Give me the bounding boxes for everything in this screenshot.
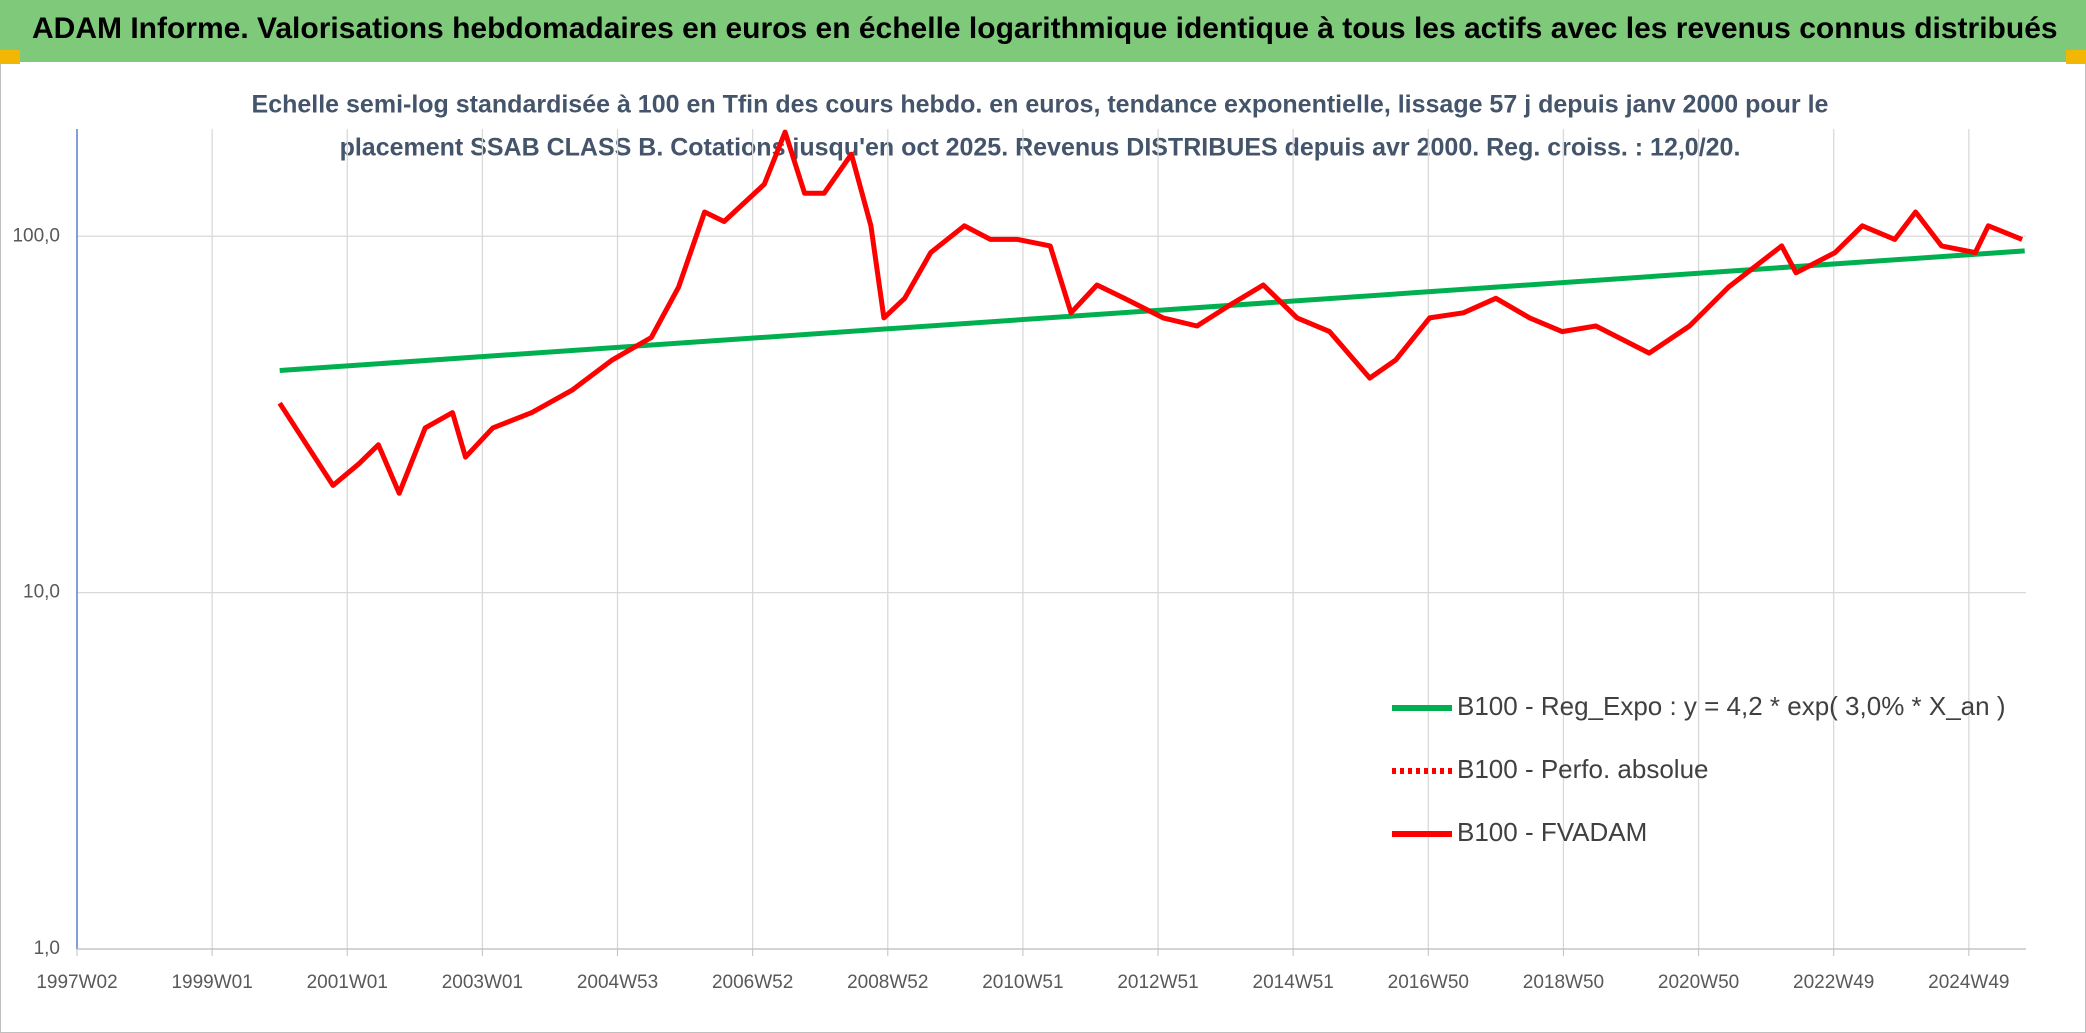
x-tick-label: 2022W49 [1793,972,1874,993]
x-tick-label: 1999W01 [171,972,252,993]
y-tick-label: 1,0 [34,938,60,959]
legend-label: B100 - FVADAM [1457,817,1647,847]
subtitle: Echelle semi-log standardisée à 100 en T… [252,91,1829,119]
x-tick-label: 2016W50 [1388,972,1469,993]
y-tick-label: 10,0 [23,582,60,603]
corner [0,50,20,64]
legend-label: B100 - Reg_Expo : y = 4,2 * exp( 3,0% * … [1457,691,2006,721]
x-tick-label: 2012W51 [1117,972,1198,993]
x-tick-label: 2014W51 [1253,972,1334,993]
x-tick-label: 2004W53 [577,972,658,993]
x-tick-label: 2003W01 [442,972,523,993]
x-tick-label: 2008W52 [847,972,928,993]
line [277,129,2024,496]
x-tick-label: 2020W50 [1658,972,1739,993]
subtitle: placement SSAB CLASS B. Cotations jusqu'… [340,134,1741,162]
chart-title: ADAM Informe. Valorisations hebdomadaire… [32,12,2058,45]
x-tick-label: 2018W50 [1523,972,1604,993]
x-tick-label: 2024W49 [1928,972,2009,993]
x-tick-label: 2006W52 [712,972,793,993]
corner [2066,50,2086,64]
x-tick-label: 2001W01 [307,972,388,993]
y-tick-label: 100,0 [12,225,60,246]
x-tick-label: 2010W51 [982,972,1063,993]
legend-label: B100 - Perfo. absolue [1457,754,1709,784]
x-tick-label: 1997W02 [36,972,117,993]
header-bar [0,0,2086,62]
